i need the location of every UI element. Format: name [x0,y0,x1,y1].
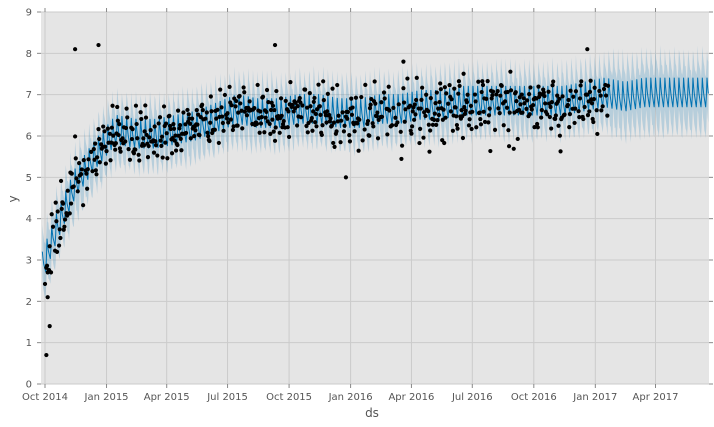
x-tick-label: Jul 2015 [206,392,248,403]
x-tick-label: Apr 2015 [144,392,190,403]
y-tick-label: 5 [26,173,32,184]
y-tick-label: 7 [26,90,32,101]
y-tick-label: 9 [26,8,32,19]
x-tick-label: Oct 2016 [511,392,557,403]
y-axis-label: y [6,195,20,202]
y-tick-label: 8 [26,49,32,60]
y-tick-label: 3 [26,256,32,267]
x-tick-label: Oct 2014 [22,392,68,403]
y-tick-label: 4 [26,214,32,225]
plot-area [41,12,709,384]
y-tick-label: 0 [26,380,32,391]
x-axis-label: ds [365,406,379,420]
y-tick-label: 2 [26,297,32,308]
x-tick-label: Oct 2015 [266,392,312,403]
y-axis-ticks: 0 1 2 3 4 5 6 7 8 9 [26,8,713,391]
x-tick-label: Jul 2016 [451,392,493,403]
y-tick-label: 1 [26,338,32,349]
x-tick-label: Apr 2016 [388,392,434,403]
y-tick-label: 6 [26,132,32,143]
x-axis-ticks: Oct 2014 Jan 2015 Apr 2015 Jul 2015 Oct 2015… [22,8,678,403]
x-tick-label: Jan 2016 [328,392,373,403]
grid-lines [41,11,709,385]
x-tick-label: Apr 2017 [633,392,679,403]
observed-points [42,42,611,358]
x-tick-label: Jan 2015 [84,392,129,403]
x-tick-label: Jan 2017 [572,392,617,403]
